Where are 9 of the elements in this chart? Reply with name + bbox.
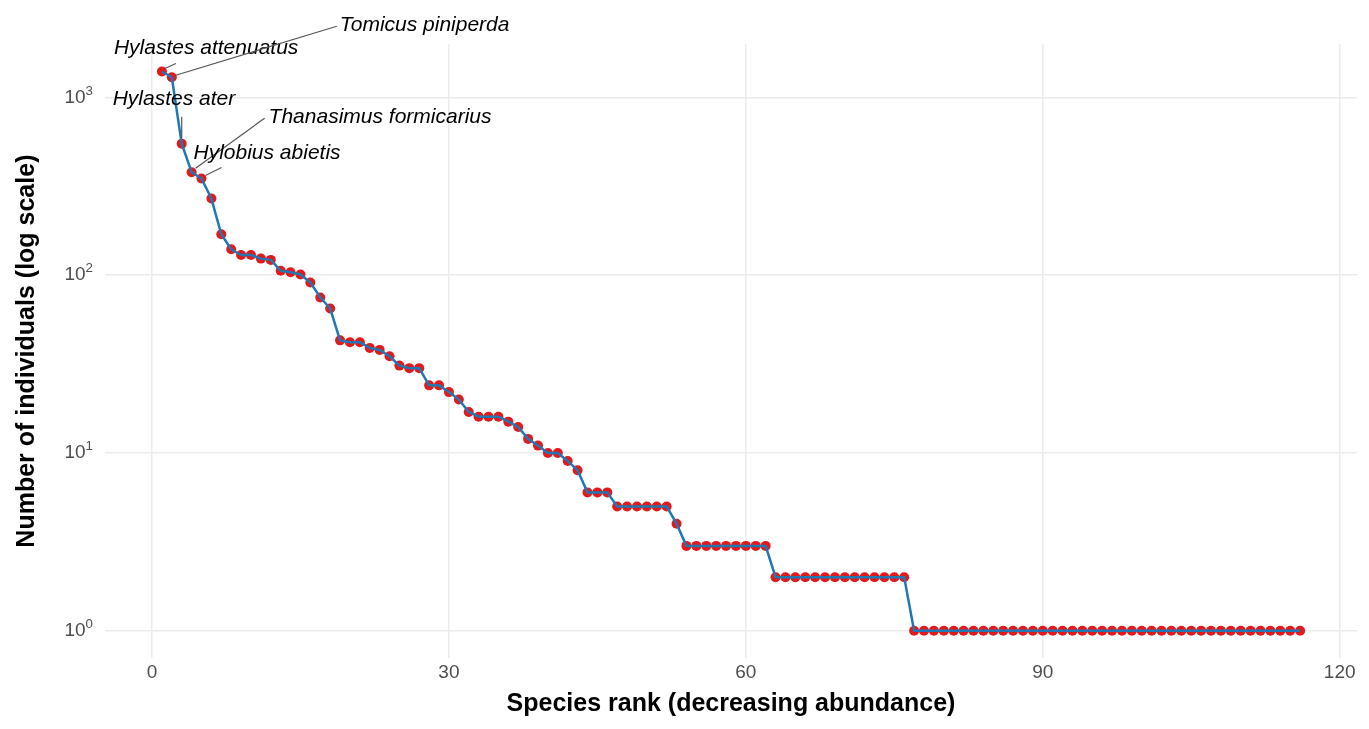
annotation: Tomicus piniperda: [339, 12, 510, 36]
x-tick-label: 0: [146, 660, 158, 682]
y-axis-title: Number of individuals (log scale): [10, 154, 39, 548]
x-axis-title: Species rank (decreasing abundance): [506, 687, 956, 716]
x-tick-label: 30: [438, 660, 460, 682]
x-tick-label: 60: [735, 660, 757, 682]
annotation: Thanasimus formicarius: [268, 104, 492, 128]
x-tick-label: 90: [1032, 660, 1054, 682]
x-tick-label: 120: [1323, 660, 1356, 682]
